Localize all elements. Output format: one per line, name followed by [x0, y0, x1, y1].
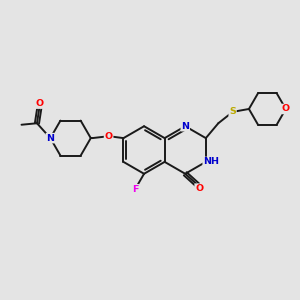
- Text: O: O: [195, 184, 203, 193]
- Text: O: O: [282, 104, 290, 113]
- Text: N: N: [46, 134, 54, 142]
- Text: S: S: [229, 107, 236, 116]
- Text: O: O: [35, 99, 44, 108]
- Text: O: O: [104, 132, 113, 141]
- Text: F: F: [132, 185, 138, 194]
- Text: NH: NH: [203, 158, 219, 166]
- Text: N: N: [181, 122, 189, 131]
